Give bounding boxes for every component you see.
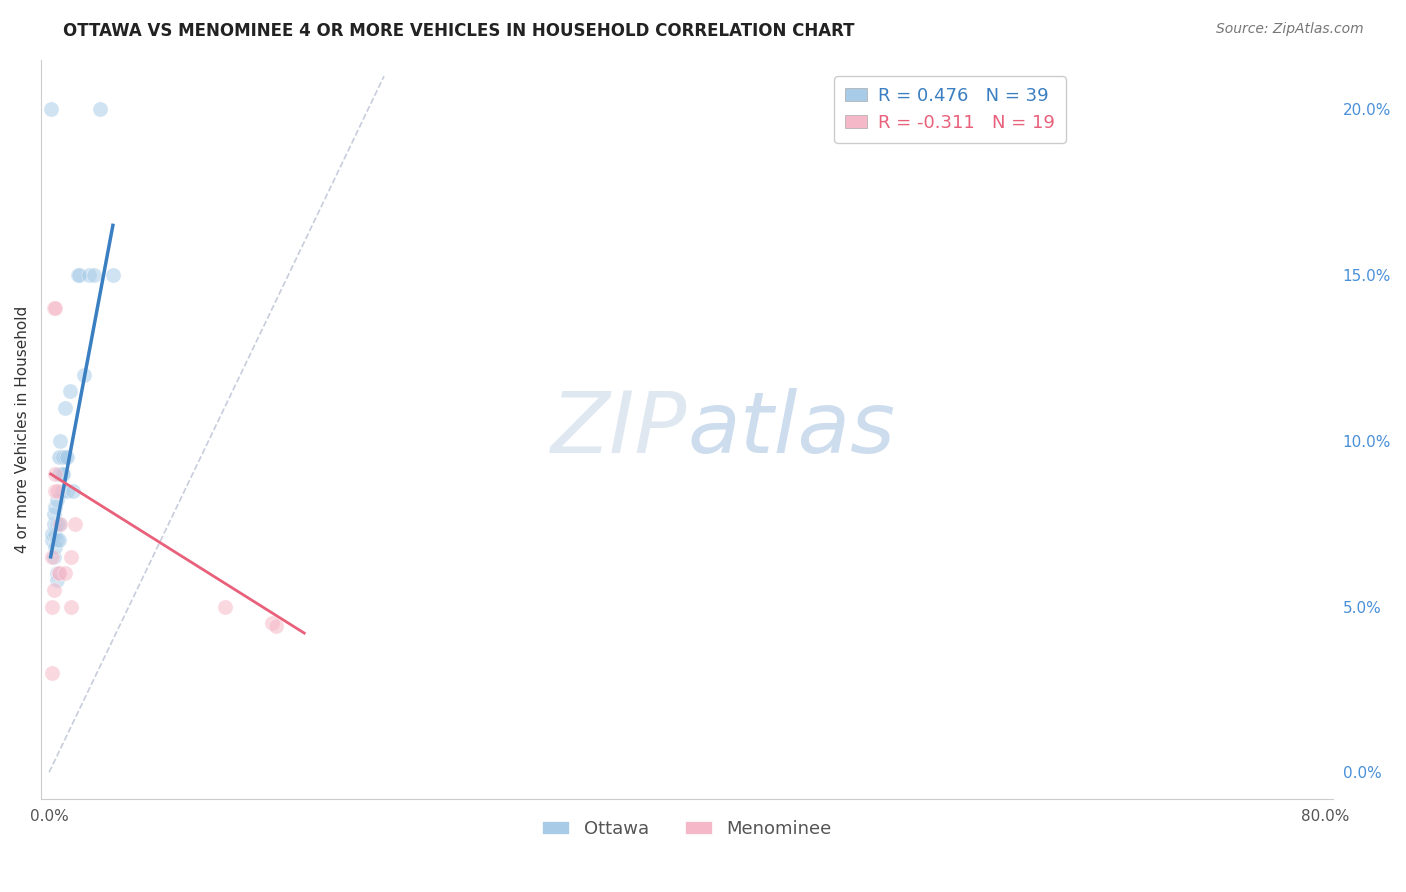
Point (46, 516, 69, 531)
Point (62, 483, 84, 498)
Point (55, 483, 77, 498)
Point (44, 467, 66, 481)
Point (42, 516, 65, 531)
Point (101, 268, 124, 282)
Point (55, 450, 77, 465)
Point (51, 483, 73, 498)
Point (41, 665, 63, 680)
Point (44, 540, 66, 554)
Point (44, 301, 66, 316)
Point (53, 450, 76, 465)
Point (44, 500, 66, 515)
Point (41, 549, 63, 564)
Point (46, 493, 69, 508)
Text: Source: ZipAtlas.com: Source: ZipAtlas.com (1216, 22, 1364, 37)
Point (53, 566, 76, 581)
Point (63, 516, 86, 531)
Point (42, 301, 65, 316)
Point (73, 368, 96, 382)
Point (48, 566, 70, 581)
Point (60, 599, 83, 614)
Point (41, 526, 63, 541)
Point (51, 450, 73, 465)
Point (48, 566, 70, 581)
Point (42, 582, 65, 597)
Point (48, 516, 70, 531)
Point (48, 467, 70, 481)
Text: atlas: atlas (688, 388, 896, 471)
Point (53, 401, 76, 415)
Point (66, 268, 89, 282)
Point (46, 483, 69, 498)
Point (48, 533, 70, 548)
Point (41, 533, 63, 548)
Point (49, 516, 72, 531)
Point (52, 450, 75, 465)
Point (46, 566, 69, 581)
Point (48, 450, 70, 465)
Point (60, 549, 83, 564)
Text: ZIP: ZIP (551, 388, 688, 471)
Point (52, 467, 75, 481)
Point (67, 268, 90, 282)
Text: OTTAWA VS MENOMINEE 4 OR MORE VEHICLES IN HOUSEHOLD CORRELATION CHART: OTTAWA VS MENOMINEE 4 OR MORE VEHICLES I… (63, 22, 855, 40)
Point (46, 533, 69, 548)
Point (49, 450, 72, 465)
Point (39, 103, 62, 117)
Y-axis label: 4 or more Vehicles in Household: 4 or more Vehicles in Household (15, 306, 30, 553)
Legend: Ottawa, Menominee: Ottawa, Menominee (536, 813, 839, 846)
Point (214, 599, 236, 614)
Point (83, 268, 105, 282)
Point (44, 526, 66, 541)
Point (49, 434, 72, 448)
Point (262, 616, 284, 631)
Point (264, 619, 287, 633)
Point (42, 507, 65, 521)
Point (46, 573, 69, 587)
Point (49, 467, 72, 481)
Point (59, 384, 82, 398)
Point (51, 467, 73, 481)
Point (42, 549, 65, 564)
Point (89, 103, 111, 117)
Point (44, 483, 66, 498)
Point (41, 599, 63, 614)
Point (77, 268, 100, 282)
